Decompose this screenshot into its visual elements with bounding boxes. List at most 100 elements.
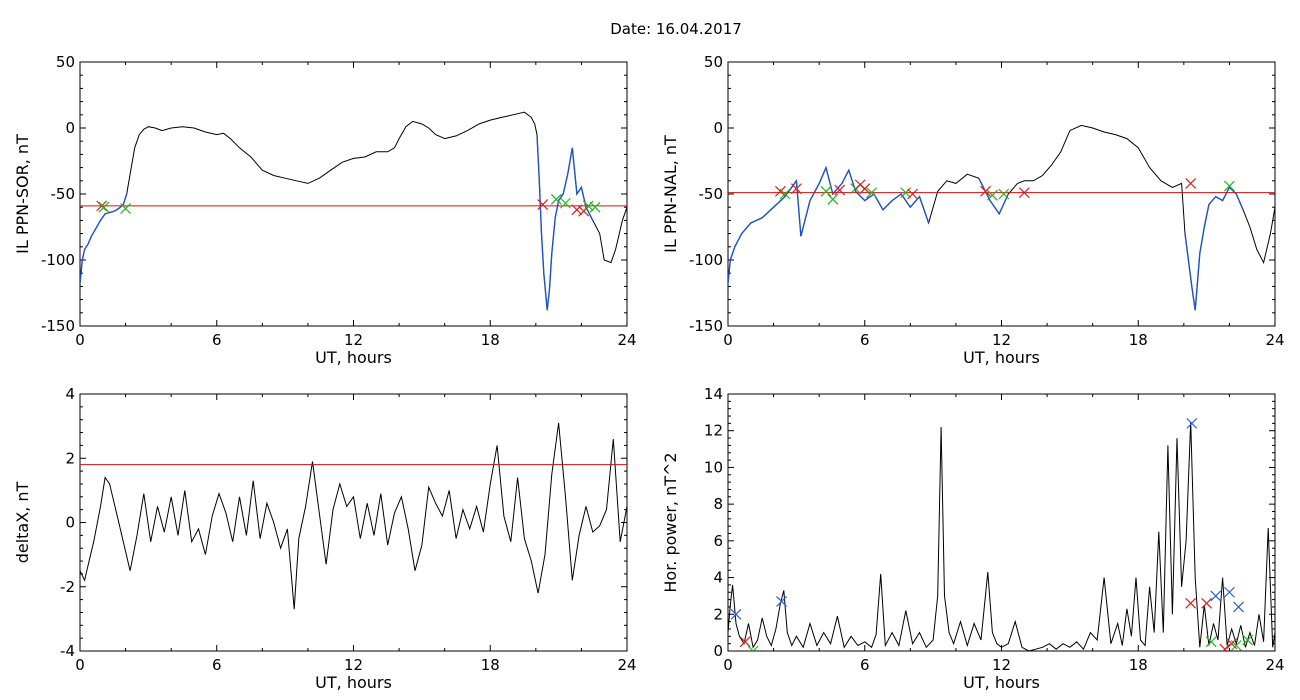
plot-area [80, 111, 627, 311]
series-highlight-segment [1184, 186, 1244, 311]
marker-green [820, 185, 832, 197]
y-tick-label: 2 [65, 449, 75, 467]
x-axis-label: UT, hours [315, 673, 392, 692]
chart-panel-deltax: 0 6 12 18 24 4 2 0 -2 -4 UT, hours deltaX, nT [13, 385, 637, 692]
y-tick-label: 4 [713, 569, 723, 587]
marker-green [1205, 636, 1217, 648]
marker-red [834, 184, 846, 196]
series-highlight-segment [80, 193, 128, 284]
series-line [728, 421, 1275, 651]
marker-blue [776, 596, 787, 607]
marker-red [1018, 187, 1030, 199]
marker-green [120, 203, 132, 214]
x-tick-label: 24 [617, 656, 636, 674]
x-axis-label: UT, hours [963, 673, 1040, 692]
marker-green [550, 193, 562, 205]
y-axis-label: Hor. power, nT^2 [661, 452, 680, 592]
x-tick-label: 6 [860, 656, 870, 674]
y-tick-label: -50 [699, 185, 724, 203]
marker-blue [1223, 586, 1235, 598]
x-axis-label: UT, hours [963, 348, 1040, 367]
marker-blue [1186, 417, 1198, 429]
x-tick-label: 6 [860, 331, 870, 349]
series-highlight-segment [728, 165, 930, 284]
marker-red [1201, 597, 1213, 609]
y-tick-label: -150 [689, 317, 723, 335]
marker-red [790, 183, 802, 195]
marker-green [560, 197, 571, 209]
y-tick-label: 0 [65, 119, 75, 137]
marker-blue [730, 608, 742, 620]
marker-red [96, 200, 108, 212]
marker-green [779, 188, 791, 200]
y-tick-label: -2 [60, 578, 75, 596]
x-axis-label: UT, hours [315, 348, 392, 367]
x-tick-label: 0 [723, 331, 733, 349]
y-tick-label: 2 [713, 605, 723, 623]
x-tick-label: 6 [212, 331, 222, 349]
marker-green [900, 187, 912, 199]
y-tick-label: -100 [689, 251, 723, 269]
y-tick-label: 6 [713, 532, 723, 550]
marker-red [1185, 597, 1197, 609]
chart-panel-power: 0 6 12 18 24 14 12 10 8 6 4 2 0 UT, hours Hor. power, … [661, 385, 1285, 692]
y-tick-label: 8 [713, 495, 723, 513]
x-tick-label: 18 [481, 331, 500, 349]
series-line [728, 124, 1275, 311]
x-tick-label: 0 [75, 331, 85, 349]
y-tick-label: -100 [41, 251, 75, 269]
x-tick-label: 12 [992, 656, 1011, 674]
plot-area [728, 417, 1275, 651]
marker-green [589, 201, 601, 213]
x-tick-label: 18 [1129, 331, 1148, 349]
y-axis-label: deltaX, nT [13, 481, 32, 563]
marker-red [571, 204, 583, 216]
marker-red [1219, 643, 1231, 651]
figure-title: Date: 16.04.2017 [610, 20, 742, 38]
plot-area [728, 124, 1275, 311]
marker-red [739, 636, 751, 648]
x-tick-label: 12 [344, 331, 363, 349]
y-tick-label: 50 [704, 53, 723, 71]
plot-area [80, 422, 627, 610]
x-tick-label: 24 [617, 331, 636, 349]
plot-frame [727, 393, 1276, 652]
x-tick-label: 0 [723, 656, 733, 674]
y-tick-label: 0 [713, 119, 723, 137]
marker-blue [1210, 590, 1222, 602]
y-tick-label: -50 [51, 185, 76, 203]
marker-red [980, 185, 991, 197]
y-tick-label: -4 [60, 642, 75, 660]
y-tick-label: 4 [65, 385, 75, 403]
chart-panel-nal: 0 6 12 18 24 50 0 -50 -100 -150 UT, hours IL PPN-NA… [661, 53, 1285, 367]
x-tick-label: 24 [1265, 656, 1284, 674]
marker-green [582, 200, 594, 212]
marker-green [98, 201, 110, 213]
marker-green [747, 645, 759, 651]
x-tick-label: 18 [1129, 656, 1148, 674]
marker-red [537, 199, 549, 210]
marker-green [866, 187, 878, 199]
y-axis-label: IL PPN-SOR, nT [13, 134, 32, 254]
x-tick-label: 12 [344, 656, 363, 674]
marker-green [1230, 640, 1242, 651]
y-tick-label: 10 [704, 458, 723, 476]
x-tick-label: 6 [212, 656, 222, 674]
marker-green [1242, 634, 1254, 646]
y-tick-label: -150 [41, 317, 75, 335]
x-tick-label: 24 [1265, 331, 1284, 349]
marker-green [998, 188, 1010, 200]
series-line [80, 422, 627, 610]
x-tick-label: 12 [992, 331, 1011, 349]
y-tick-label: 0 [65, 514, 75, 532]
marker-red [859, 183, 871, 195]
y-tick-label: 12 [704, 422, 723, 440]
x-tick-label: 18 [481, 656, 500, 674]
marker-blue [1233, 601, 1244, 613]
plot-frame [727, 61, 1276, 327]
y-tick-label: 14 [704, 385, 723, 403]
y-tick-label: 0 [713, 642, 723, 660]
x-tick-label: 0 [75, 656, 85, 674]
